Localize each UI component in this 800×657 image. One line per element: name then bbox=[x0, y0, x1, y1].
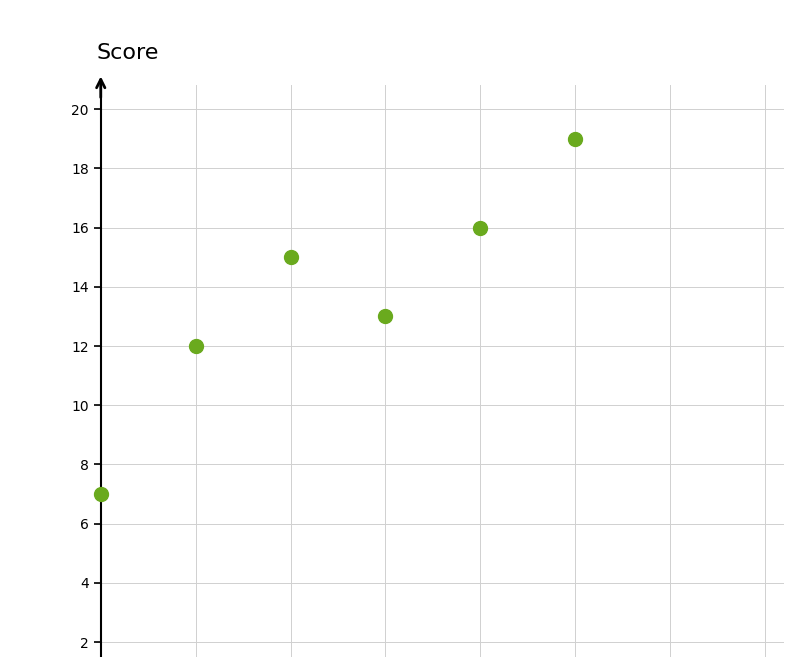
Text: Score: Score bbox=[96, 43, 158, 62]
Point bbox=[94, 489, 107, 499]
Point bbox=[190, 341, 202, 351]
Point bbox=[569, 133, 582, 144]
Point bbox=[379, 311, 392, 322]
Point bbox=[284, 252, 297, 262]
Point bbox=[474, 222, 486, 233]
